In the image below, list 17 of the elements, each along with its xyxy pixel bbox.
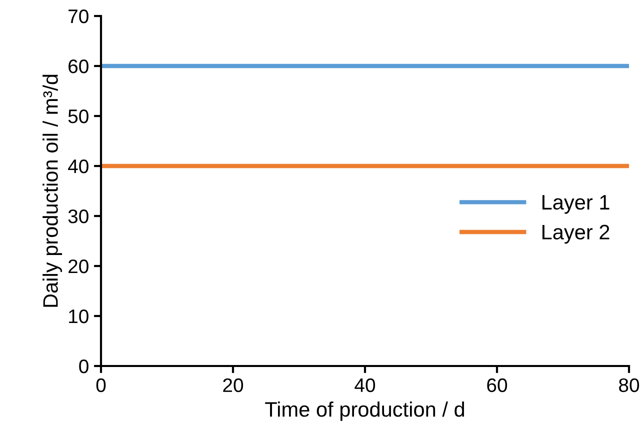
legend-label: Layer 2 [542, 224, 610, 244]
y-tick-label: 40 [68, 159, 88, 174]
y-tick-label: 60 [68, 59, 88, 74]
legend-label: Layer 1 [542, 195, 610, 214]
x-tick-label: 0 [96, 378, 106, 392]
x-tick-label: 60 [487, 378, 508, 392]
y-tick-label: 50 [68, 109, 88, 124]
x-tick-label: 80 [619, 378, 640, 392]
y-tick-label: 0 [79, 359, 88, 374]
x-axis-title: Time of production / d [265, 401, 464, 421]
y-tick-label: 20 [68, 259, 88, 274]
y-axis-title: Daily production oil / m³/d [42, 74, 62, 307]
x-tick-label: 20 [223, 378, 244, 392]
x-tick-label: 40 [354, 378, 376, 392]
y-tick-label: 10 [69, 309, 88, 324]
y-tick-label: 70 [68, 9, 88, 24]
y-tick-label: 30 [68, 209, 88, 224]
